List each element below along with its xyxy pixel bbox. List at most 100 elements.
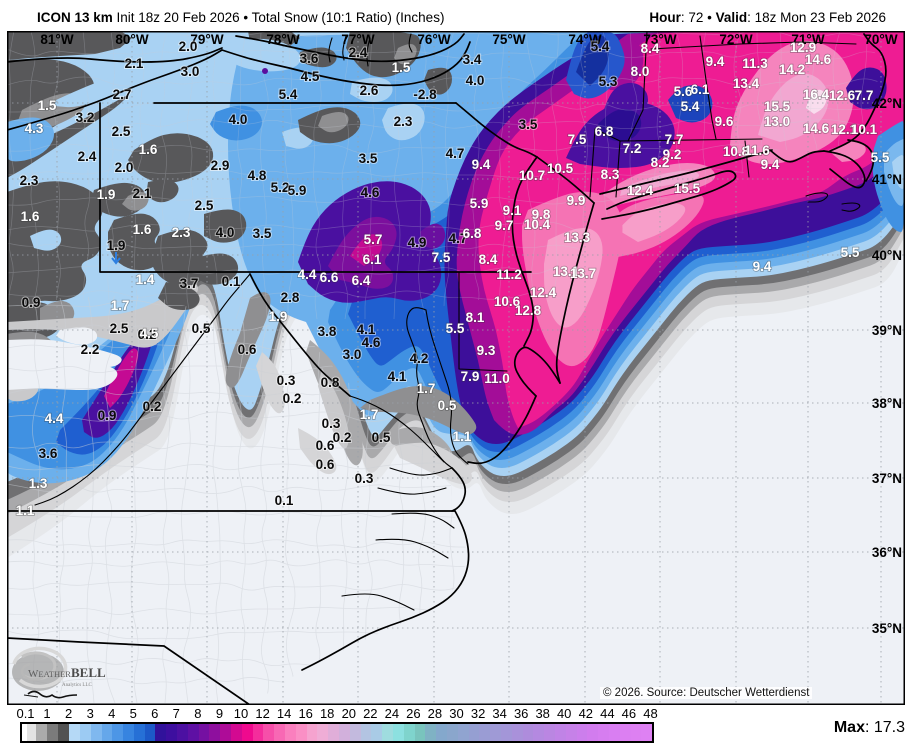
svg-text:1.6: 1.6 xyxy=(133,222,152,237)
svg-text:11.0: 11.0 xyxy=(484,371,510,386)
svg-text:71°W: 71°W xyxy=(791,32,824,47)
svg-text:3.5: 3.5 xyxy=(253,226,272,241)
svg-text:2.4: 2.4 xyxy=(78,149,97,164)
svg-text:1.9: 1.9 xyxy=(107,238,126,253)
svg-text:4.5: 4.5 xyxy=(301,69,320,84)
svg-text:13.0: 13.0 xyxy=(764,114,790,129)
svg-text:WEATHERBELL: WEATHERBELL xyxy=(28,665,106,680)
svg-text:12.4: 12.4 xyxy=(627,183,654,198)
svg-text:12.9: 12.9 xyxy=(790,40,816,55)
svg-text:11.2: 11.2 xyxy=(496,267,522,282)
svg-text:0.5: 0.5 xyxy=(372,430,391,445)
svg-text:5.4: 5.4 xyxy=(279,87,298,102)
svg-text:2.5: 2.5 xyxy=(112,124,131,139)
svg-text:5.6: 5.6 xyxy=(674,84,693,99)
svg-text:2.1: 2.1 xyxy=(125,56,144,71)
svg-text:0.6: 0.6 xyxy=(316,438,335,453)
svg-text:2.6: 2.6 xyxy=(360,83,379,98)
svg-text:7.7: 7.7 xyxy=(665,132,684,147)
svg-text:3.4: 3.4 xyxy=(463,52,482,67)
svg-text:36°N: 36°N xyxy=(872,545,902,560)
svg-text:2.3: 2.3 xyxy=(394,114,413,129)
svg-text:9.4: 9.4 xyxy=(761,157,780,172)
svg-text:5.5: 5.5 xyxy=(841,245,860,260)
svg-text:3.7: 3.7 xyxy=(180,276,199,291)
svg-text:5.7: 5.7 xyxy=(364,232,383,247)
svg-text:5.4: 5.4 xyxy=(681,99,700,114)
svg-text:13.3: 13.3 xyxy=(564,230,591,245)
svg-text:2.1: 2.1 xyxy=(133,186,152,201)
svg-text:4.0: 4.0 xyxy=(216,225,235,240)
svg-text:1.3: 1.3 xyxy=(29,476,48,491)
svg-text:4.7: 4.7 xyxy=(449,231,468,246)
svg-text:0.3: 0.3 xyxy=(355,471,374,486)
svg-text:9.9: 9.9 xyxy=(567,193,586,208)
svg-text:8.3: 8.3 xyxy=(601,167,620,182)
svg-text:-2.8: -2.8 xyxy=(413,87,437,102)
svg-text:7.5: 7.5 xyxy=(432,250,451,265)
svg-text:7.9: 7.9 xyxy=(461,369,480,384)
svg-text:35°N: 35°N xyxy=(872,621,902,636)
svg-text:6.8: 6.8 xyxy=(595,124,614,139)
svg-text:6.1: 6.1 xyxy=(363,252,382,267)
svg-text:7.5: 7.5 xyxy=(568,132,587,147)
svg-text:4.6: 4.6 xyxy=(361,185,380,200)
svg-text:4.1: 4.1 xyxy=(357,322,376,337)
svg-text:1.4: 1.4 xyxy=(136,272,155,287)
svg-text:0.9: 0.9 xyxy=(22,295,41,310)
svg-text:11.6: 11.6 xyxy=(744,143,770,158)
svg-text:4.4: 4.4 xyxy=(298,267,317,282)
svg-text:10.7: 10.7 xyxy=(519,168,545,183)
svg-text:12.8: 12.8 xyxy=(515,303,542,318)
svg-text:79°W: 79°W xyxy=(190,32,223,47)
svg-text:72°W: 72°W xyxy=(719,32,752,47)
svg-text:2.9: 2.9 xyxy=(211,158,230,173)
svg-text:3.8: 3.8 xyxy=(318,324,337,339)
svg-text:4.7: 4.7 xyxy=(446,146,465,161)
svg-text:5.2: 5.2 xyxy=(271,180,290,195)
svg-text:9.2: 9.2 xyxy=(663,147,682,162)
svg-text:4.9: 4.9 xyxy=(408,235,427,250)
svg-text:1.1: 1.1 xyxy=(16,503,35,518)
svg-text:15.5: 15.5 xyxy=(764,99,791,114)
svg-text:0.5: 0.5 xyxy=(192,321,211,336)
svg-text:10.8: 10.8 xyxy=(723,144,750,159)
svg-text:0.3: 0.3 xyxy=(322,416,341,431)
svg-text:8.0: 8.0 xyxy=(631,64,650,79)
svg-text:5.5: 5.5 xyxy=(446,321,465,336)
svg-text:2.0: 2.0 xyxy=(115,160,134,175)
svg-text:9.1: 9.1 xyxy=(503,203,522,218)
svg-text:7.2: 7.2 xyxy=(623,141,642,156)
svg-text:Analytics LLC: Analytics LLC xyxy=(62,683,93,688)
svg-text:1.1: 1.1 xyxy=(453,429,472,444)
svg-text:9.4: 9.4 xyxy=(472,157,491,172)
svg-text:7.7: 7.7 xyxy=(855,88,874,103)
svg-text:1.6: 1.6 xyxy=(21,209,40,224)
svg-text:9.7: 9.7 xyxy=(495,218,514,233)
svg-text:4.5: 4.5 xyxy=(140,326,159,341)
svg-text:10.6: 10.6 xyxy=(494,294,521,309)
svg-text:0.6: 0.6 xyxy=(238,342,257,357)
svg-text:1.7: 1.7 xyxy=(417,381,436,396)
svg-text:9.6: 9.6 xyxy=(715,114,734,129)
svg-text:4.6: 4.6 xyxy=(362,335,381,350)
svg-text:6.6: 6.6 xyxy=(320,270,339,285)
svg-text:2.8: 2.8 xyxy=(281,290,300,305)
svg-text:10.1: 10.1 xyxy=(851,122,878,137)
svg-text:8.1: 8.1 xyxy=(466,310,485,325)
svg-text:70°W: 70°W xyxy=(864,32,897,47)
svg-text:74°W: 74°W xyxy=(568,32,601,47)
svg-text:41°N: 41°N xyxy=(872,172,902,187)
svg-text:3.0: 3.0 xyxy=(343,347,362,362)
svg-text:15.5: 15.5 xyxy=(674,181,701,196)
svg-text:3.6: 3.6 xyxy=(39,446,58,461)
svg-text:0.1: 0.1 xyxy=(222,274,241,289)
svg-text:13.7: 13.7 xyxy=(570,266,596,281)
svg-text:1.5: 1.5 xyxy=(392,60,411,75)
svg-text:80°W: 80°W xyxy=(115,32,148,47)
svg-text:4.0: 4.0 xyxy=(229,112,248,127)
svg-text:4.2: 4.2 xyxy=(410,351,429,366)
svg-text:9.8: 9.8 xyxy=(532,207,551,222)
svg-text:9.4: 9.4 xyxy=(753,259,772,274)
svg-text:9.4: 9.4 xyxy=(706,54,725,69)
